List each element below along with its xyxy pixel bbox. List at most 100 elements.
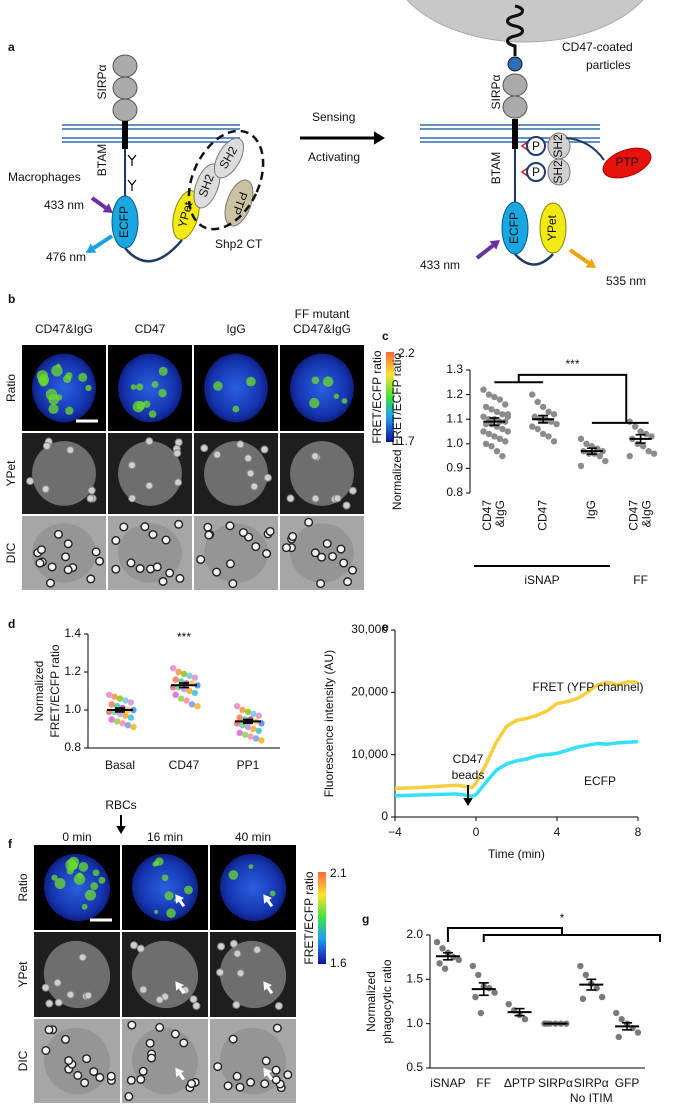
bead xyxy=(213,1062,223,1072)
data-point xyxy=(491,989,498,996)
data-point xyxy=(247,733,254,740)
bead xyxy=(216,968,225,977)
bead xyxy=(233,949,242,958)
significance-bracket xyxy=(494,373,649,424)
row-label: YPet xyxy=(16,961,30,988)
y-tick-label: 1.2 xyxy=(446,387,463,401)
data-point xyxy=(436,960,443,967)
ratio-spot xyxy=(45,388,58,401)
panel-label: b xyxy=(8,292,15,306)
series-line xyxy=(394,739,639,799)
data-point xyxy=(488,406,495,413)
arrow-shaft xyxy=(266,899,274,908)
cell-ypet xyxy=(204,441,268,506)
bead xyxy=(174,438,183,447)
column-label: CD47&IgG xyxy=(293,322,351,336)
y-tick-label: 0.9 xyxy=(446,461,463,475)
bead xyxy=(95,1072,105,1082)
bead xyxy=(136,944,145,953)
x-tick-label: 0 xyxy=(473,825,480,839)
bead xyxy=(36,545,46,555)
bead xyxy=(311,452,320,461)
bead xyxy=(111,564,121,574)
data-point xyxy=(172,676,179,683)
data-point xyxy=(645,447,652,455)
group-label: FF xyxy=(633,573,648,587)
bead xyxy=(339,558,349,568)
bead xyxy=(328,551,338,561)
data-point xyxy=(169,665,177,672)
data-point xyxy=(502,401,509,408)
ratio-spot xyxy=(154,909,159,914)
ratio-spot xyxy=(164,891,174,901)
ptp-label: PTP xyxy=(615,155,638,169)
arrow-shaft xyxy=(568,248,590,265)
colorbar-min: 1.7 xyxy=(398,434,415,448)
y-tick-label: 2.0 xyxy=(406,927,423,941)
arrow-head xyxy=(585,258,596,268)
data-point xyxy=(186,672,193,679)
data-point xyxy=(475,971,482,979)
data-point xyxy=(491,393,498,401)
data-point xyxy=(485,391,493,398)
y-tick-label: 30,000 xyxy=(351,622,388,636)
bead xyxy=(155,995,164,1004)
bead xyxy=(44,1025,54,1035)
column-label: 40 min xyxy=(235,830,271,844)
ig-domain xyxy=(112,54,138,78)
bead xyxy=(288,532,298,542)
significance: *** xyxy=(177,630,191,644)
x-tick-label: &IgG xyxy=(639,500,653,527)
ratio-spot xyxy=(311,376,320,385)
bead xyxy=(310,548,320,558)
data-point xyxy=(521,1016,529,1023)
bead xyxy=(135,564,145,574)
data-point xyxy=(583,440,590,447)
excitation-label: 433 nm xyxy=(420,258,460,272)
bead xyxy=(63,565,73,575)
panel-label: g xyxy=(362,912,369,926)
bead xyxy=(45,999,54,1008)
bead xyxy=(175,573,185,583)
y-tick-label: 1.5 xyxy=(406,972,423,986)
data-point xyxy=(122,697,129,704)
cell-ratio xyxy=(290,353,354,423)
data-point xyxy=(499,425,506,433)
cell-dic xyxy=(44,1027,110,1095)
data-point xyxy=(236,729,243,736)
panel-label: e xyxy=(382,620,389,634)
bead xyxy=(253,945,262,954)
data-point xyxy=(488,443,495,450)
data-point xyxy=(598,993,606,1001)
bead xyxy=(251,542,261,552)
bead xyxy=(228,1034,238,1044)
data-point xyxy=(469,962,477,970)
bead xyxy=(82,1054,92,1064)
donor-label: ECFP xyxy=(507,212,521,244)
y-tick-label: 1.0 xyxy=(406,1016,423,1030)
bead xyxy=(260,445,269,454)
y-tick-label: 1.4 xyxy=(64,626,81,640)
y-axis-label: Normalized xyxy=(32,661,46,722)
data-point xyxy=(550,438,558,445)
bead xyxy=(244,454,253,463)
ratio-spot xyxy=(92,869,100,877)
bead xyxy=(265,526,275,536)
bead xyxy=(322,539,332,549)
data-point xyxy=(626,452,633,460)
bead xyxy=(174,478,183,487)
bead xyxy=(192,1001,201,1010)
bead xyxy=(260,1079,270,1089)
data-point xyxy=(244,723,252,731)
x-tick-label: IgG xyxy=(584,500,598,519)
data-point xyxy=(539,403,547,411)
bead xyxy=(140,522,150,532)
bead xyxy=(64,1056,74,1066)
data-point xyxy=(529,391,536,398)
bead xyxy=(170,1029,180,1039)
bead xyxy=(66,445,75,454)
binding-site xyxy=(507,56,523,72)
arrow-shaft xyxy=(178,899,186,908)
cell-ypet xyxy=(118,441,182,506)
arrow-shaft xyxy=(178,986,186,995)
